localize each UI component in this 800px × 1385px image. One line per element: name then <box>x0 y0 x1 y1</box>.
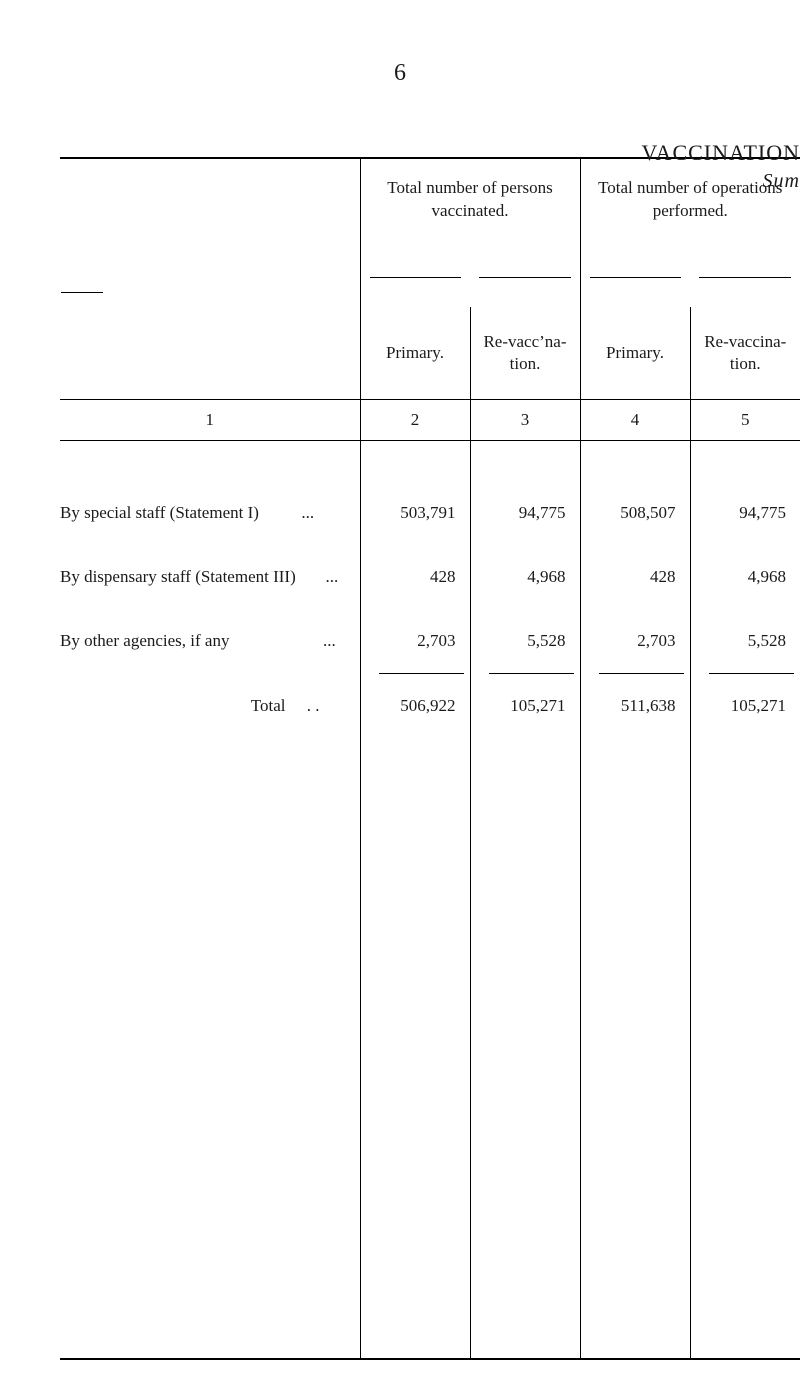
label-dash-stub <box>61 292 103 293</box>
heading-line-2: Sum <box>642 170 800 193</box>
colnum-2: 2 <box>360 400 470 441</box>
cell-value: 503,791 <box>360 481 470 545</box>
page-container: 6 VACCINATION Sum Total number of person… <box>0 0 800 1385</box>
cell-value: 94,775 <box>690 481 800 545</box>
colnum-1: 1 <box>60 400 360 441</box>
row-dots: ... <box>301 503 314 522</box>
page-number: 6 <box>0 60 800 87</box>
cell-value: 428 <box>360 545 470 609</box>
sub-header-row: Primary. Re-vacc’na­tion. Primary. Re-va… <box>60 307 800 400</box>
cell-value: 5,528 <box>470 609 580 673</box>
table-row: By other agencies, if any ... 2,703 5,52… <box>60 609 800 673</box>
subheader-primary-2: Primary. <box>580 307 690 400</box>
cell-value: 94,775 <box>470 481 580 545</box>
row-label: By dispensary staff (Statement III) <box>60 567 296 586</box>
total-row: Total . . 506,922 105,271 511,638 105,27… <box>60 674 800 738</box>
group-header-persons: Total number of persons vaccinated. <box>360 158 580 249</box>
total-label: Total <box>251 696 286 715</box>
total-value: 105,271 <box>690 674 800 738</box>
table-body-filler <box>60 738 800 1359</box>
heading-right: VACCINATION Sum <box>642 140 800 193</box>
colnum-3: 3 <box>470 400 580 441</box>
table-row: By special staff (Statement I) ... 503,7… <box>60 481 800 545</box>
cell-value: 508,507 <box>580 481 690 545</box>
table-row: By dispensary staff (Statement III) ... … <box>60 545 800 609</box>
row-dots: ... <box>325 567 338 586</box>
row-label: By special staff (Statement I) <box>60 503 259 522</box>
stub-and-inner-sep-row <box>60 249 800 307</box>
body-top-spacer <box>60 441 800 482</box>
cell-value: 4,968 <box>470 545 580 609</box>
total-dots: . . <box>307 696 320 715</box>
cell-value: 2,703 <box>580 609 690 673</box>
vaccination-table: Total number of persons vaccinated. Tota… <box>60 157 800 1360</box>
subheader-revacc-2: Re-vaccina­tion. <box>690 307 800 400</box>
cell-value: 4,968 <box>690 545 800 609</box>
subheader-revacc-1: Re-vacc’na­tion. <box>470 307 580 400</box>
row-label: By other agencies, if any <box>60 631 229 650</box>
cell-value: 2,703 <box>360 609 470 673</box>
total-value: 506,922 <box>360 674 470 738</box>
subheader-primary-1: Primary. <box>360 307 470 400</box>
row-dots: ... <box>323 631 336 650</box>
total-value: 511,638 <box>580 674 690 738</box>
colnum-4: 4 <box>580 400 690 441</box>
colnum-5: 5 <box>690 400 800 441</box>
cell-value: 428 <box>580 545 690 609</box>
heading-line-1: VACCINATION <box>642 140 800 166</box>
cell-value: 5,528 <box>690 609 800 673</box>
total-value: 105,271 <box>470 674 580 738</box>
column-number-row: 1 2 3 4 5 <box>60 400 800 441</box>
